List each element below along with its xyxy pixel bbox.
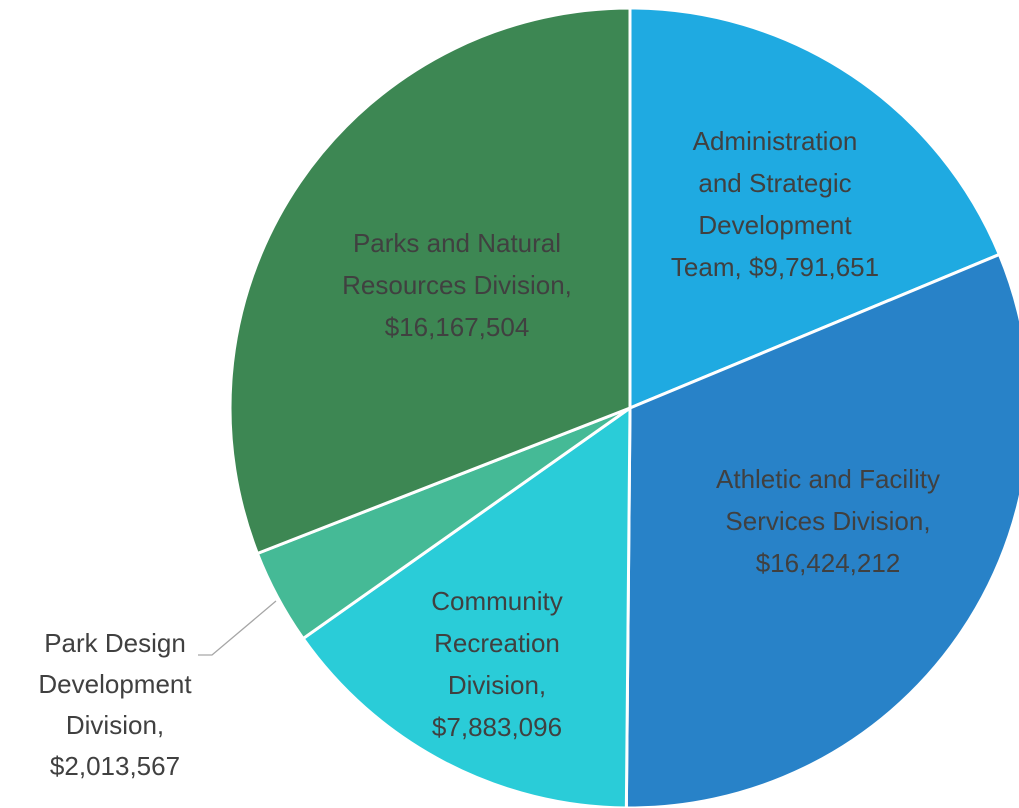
data-label-4: Park Design Development Division, $2,013,56… <box>38 628 192 781</box>
data-label-line: $2,013,567 <box>50 751 180 781</box>
data-label-2: Athletic and Facility Services Division, $… <box>716 464 940 578</box>
data-label-line: Development <box>698 210 852 240</box>
data-label-line: Park Design <box>44 628 186 658</box>
pie-slice-3 <box>301 405 632 808</box>
data-label-line: $7,883,096 <box>432 712 562 742</box>
pie-slice-5 <box>228 6 632 556</box>
data-label-line: and Strategic <box>698 168 851 198</box>
data-label-3: Community Recreation Division, $7,883,096 <box>431 586 562 742</box>
data-label-line: Team, $9,791,651 <box>671 252 879 282</box>
data-label-line: Recreation <box>434 628 560 658</box>
pie-data-labels: Administration and Strategic Development Te… <box>38 126 940 781</box>
data-label-line: Athletic and Facility <box>716 464 940 494</box>
data-label-5: Parks and Natural Resources Division, $16,… <box>342 228 572 342</box>
data-label-line: Division, <box>66 710 164 740</box>
data-label-line: Administration <box>693 126 858 156</box>
leader-line <box>198 600 277 656</box>
data-label-line: Division, <box>448 670 546 700</box>
data-label-line: $16,424,212 <box>756 548 901 578</box>
data-label-line: $16,167,504 <box>385 312 530 342</box>
pie-slice-2 <box>624 252 1019 808</box>
data-label-line: Services Division, <box>725 506 930 536</box>
data-label-line: Resources Division, <box>342 270 572 300</box>
pie-slice-1 <box>628 6 1002 411</box>
data-label-line: Development <box>38 669 192 699</box>
data-label-line: Parks and Natural <box>353 228 561 258</box>
data-label-1: Administration and Strategic Development Te… <box>671 126 879 282</box>
data-label-line: Community <box>431 586 562 616</box>
pie-slices <box>228 6 1019 808</box>
